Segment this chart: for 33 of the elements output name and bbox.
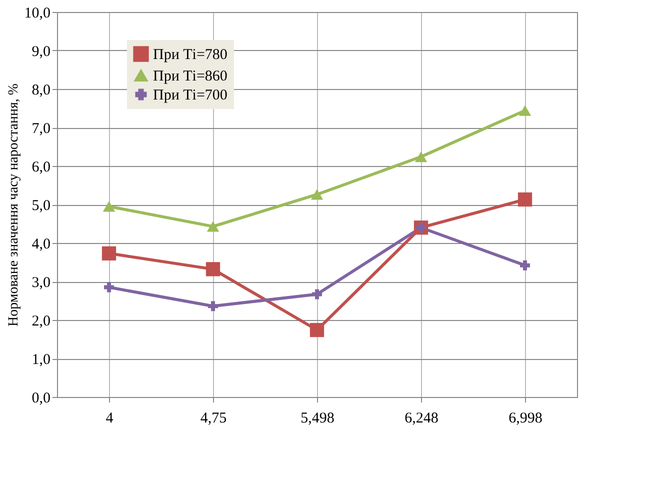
x-tick-label: 5,498	[300, 410, 334, 426]
legend-label: При Ті=780	[153, 47, 228, 63]
point	[518, 105, 532, 116]
point	[520, 260, 530, 270]
y-tick-label: 10,0	[24, 6, 50, 22]
y-tick-label: 6,0	[32, 160, 50, 176]
y-tick-label: 8,0	[32, 82, 50, 98]
y-tick-label: 1,0	[32, 352, 50, 368]
point	[206, 221, 220, 232]
x-tick-label: 6,248	[404, 410, 438, 426]
y-tick-label: 7,0	[32, 121, 50, 137]
point	[104, 282, 114, 292]
point	[310, 322, 324, 338]
legend-label: При Ті=700	[153, 88, 228, 104]
point	[102, 246, 116, 260]
point	[310, 189, 324, 200]
y-tick-label: 2,0	[32, 314, 50, 330]
y-tick-label: 4,0	[32, 236, 50, 252]
x-tick-label: 4	[106, 410, 114, 426]
y-axis-title: Нормоване значення часу наростання, %	[6, 83, 22, 327]
point	[208, 301, 218, 312]
point	[102, 201, 116, 212]
y-tick-label: 0,0	[32, 390, 50, 406]
x-tick-label: 6,998	[508, 410, 542, 426]
y-tick-label: 9,0	[32, 44, 50, 60]
x-tick-label: 4,75	[200, 410, 227, 426]
legend-label: При Ті=860	[153, 68, 228, 84]
point	[518, 192, 532, 207]
y-tick-label: 3,0	[32, 275, 50, 291]
point	[414, 151, 428, 162]
point	[312, 289, 322, 300]
point	[206, 262, 220, 276]
y-tick-label: 5,0	[32, 198, 50, 214]
